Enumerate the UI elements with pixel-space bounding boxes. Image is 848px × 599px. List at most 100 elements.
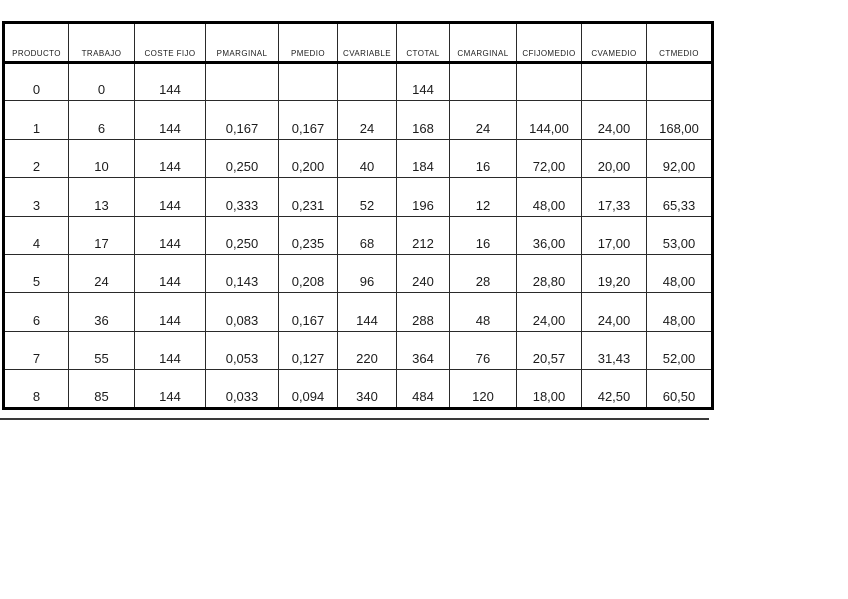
table-cell: 48,00: [646, 292, 713, 332]
table-cell: 0,127: [278, 330, 338, 371]
table-cell: 28: [449, 253, 517, 294]
cost-table: PRODUCTO TRABAJO COSTE FIJO PMARGINAL PMEDIO…: [2, 21, 714, 410]
table-cell: 7: [3, 330, 69, 371]
table-cell: 92,00: [646, 138, 713, 179]
table-cell: 24: [68, 253, 135, 294]
table-cell: 48: [449, 292, 517, 332]
table-cell: 0,333: [205, 177, 279, 217]
table-cell: 0,208: [278, 253, 338, 294]
table-cell: 484: [396, 369, 450, 409]
table-row: 2 10 144 0,250 0,200 40 184 16 72,00 20,00 92,00: [3, 138, 713, 179]
table-cell: 144: [134, 138, 206, 179]
table-row: 3 13 144 0,333 0,231 52 196 12 48,00 17,33 65,33: [3, 177, 713, 217]
table-cell: 196: [396, 177, 450, 217]
table-cell: 144: [337, 292, 397, 332]
table-cell: 288: [396, 292, 450, 332]
table-cell: 18,00: [516, 369, 582, 409]
table-cell: [516, 61, 582, 102]
table-cell: 0,094: [278, 369, 338, 409]
table-cell: 340: [337, 369, 397, 409]
column-header: CTOTAL: [396, 22, 450, 64]
table-cell: 0,083: [205, 292, 279, 332]
table-cell: 240: [396, 253, 450, 294]
table-row: 0 0 144 144: [3, 61, 713, 102]
table-cell: 220: [337, 330, 397, 371]
table-cell: 144: [134, 369, 206, 409]
table-cell: 31,43: [581, 330, 647, 371]
table-cell: 36,00: [516, 215, 582, 255]
table-cell: 48,00: [516, 177, 582, 217]
header-row: PRODUCTO TRABAJO COSTE FIJO PMARGINAL PMEDIO…: [3, 22, 713, 64]
table-cell: 0: [68, 61, 135, 102]
table-cell: 144,00: [516, 100, 582, 140]
column-header: CVAMEDIO: [581, 22, 647, 64]
table-cell: 65,33: [646, 177, 713, 217]
table-cell: 28,80: [516, 253, 582, 294]
table-row: 8 85 144 0,033 0,094 340 484 120 18,00 42,50 60,50: [3, 369, 713, 409]
table-cell: 0,235: [278, 215, 338, 255]
table-cell: 85: [68, 369, 135, 409]
table-cell: 144: [396, 61, 450, 102]
column-header: COSTE FIJO: [134, 22, 206, 64]
table-cell: 53,00: [646, 215, 713, 255]
table-cell: 1: [3, 100, 69, 140]
table-cell: 0,033: [205, 369, 279, 409]
table-cell: 55: [68, 330, 135, 371]
table-row: 6 36 144 0,083 0,167 144 288 48 24,00 24,00 48,00: [3, 292, 713, 332]
table-cell: 16: [449, 215, 517, 255]
column-header: PMARGINAL: [205, 22, 279, 64]
table-cell: 19,20: [581, 253, 647, 294]
table-cell: 40: [337, 138, 397, 179]
table-cell: 24: [337, 100, 397, 140]
table-cell: 0,167: [205, 100, 279, 140]
table-cell: 0,250: [205, 138, 279, 179]
table-cell: 0,167: [278, 100, 338, 140]
column-header: CTMEDIO: [646, 22, 713, 64]
table-cell: 144: [134, 177, 206, 217]
table-row: 7 55 144 0,053 0,127 220 364 76 20,57 31,43 52,00: [3, 330, 713, 371]
column-header: TRABAJO: [68, 22, 135, 64]
table-cell: [449, 61, 517, 102]
table-header: PRODUCTO TRABAJO COSTE FIJO PMARGINAL PMEDIO…: [3, 22, 713, 64]
table-cell: 20,00: [581, 138, 647, 179]
table-cell: 24: [449, 100, 517, 140]
table-cell: 17,00: [581, 215, 647, 255]
table-cell: 144: [134, 100, 206, 140]
table-cell: 120: [449, 369, 517, 409]
table-body: 0 0 144 144 1 6 144 0,167 0,167 24 168 24 144,00 24,0…: [3, 61, 713, 409]
table-cell: 184: [396, 138, 450, 179]
table-cell: 212: [396, 215, 450, 255]
table-cell: 144: [134, 61, 206, 102]
table-cell: 16: [449, 138, 517, 179]
column-header: CVARIABLE: [337, 22, 397, 64]
table-cell: 144: [134, 292, 206, 332]
table-cell: 144: [134, 330, 206, 371]
table-cell: 60,50: [646, 369, 713, 409]
table-cell: [581, 61, 647, 102]
table-cell: [646, 61, 713, 102]
column-header: PMEDIO: [278, 22, 338, 64]
table-bottom-shadow-line: [0, 418, 709, 420]
table-cell: 4: [3, 215, 69, 255]
table-cell: 168,00: [646, 100, 713, 140]
table-cell: 0,200: [278, 138, 338, 179]
table-cell: 17: [68, 215, 135, 255]
table-row: 5 24 144 0,143 0,208 96 240 28 28,80 19,20 48,00: [3, 253, 713, 294]
table-row: 1 6 144 0,167 0,167 24 168 24 144,00 24,00 168,00: [3, 100, 713, 140]
table-cell: [278, 61, 338, 102]
column-header: PRODUCTO: [3, 22, 69, 64]
table-cell: 0,167: [278, 292, 338, 332]
table-cell: 0,250: [205, 215, 279, 255]
table-cell: 24,00: [581, 100, 647, 140]
table-cell: 52: [337, 177, 397, 217]
table-cell: 6: [68, 100, 135, 140]
table-cell: 96: [337, 253, 397, 294]
table-cell: 2: [3, 138, 69, 179]
table-cell: 144: [134, 253, 206, 294]
table-cell: 0,053: [205, 330, 279, 371]
table-cell: 20,57: [516, 330, 582, 371]
table-cell: 3: [3, 177, 69, 217]
column-header: CMARGINAL: [449, 22, 517, 64]
table-cell: 24,00: [581, 292, 647, 332]
table-cell: 168: [396, 100, 450, 140]
